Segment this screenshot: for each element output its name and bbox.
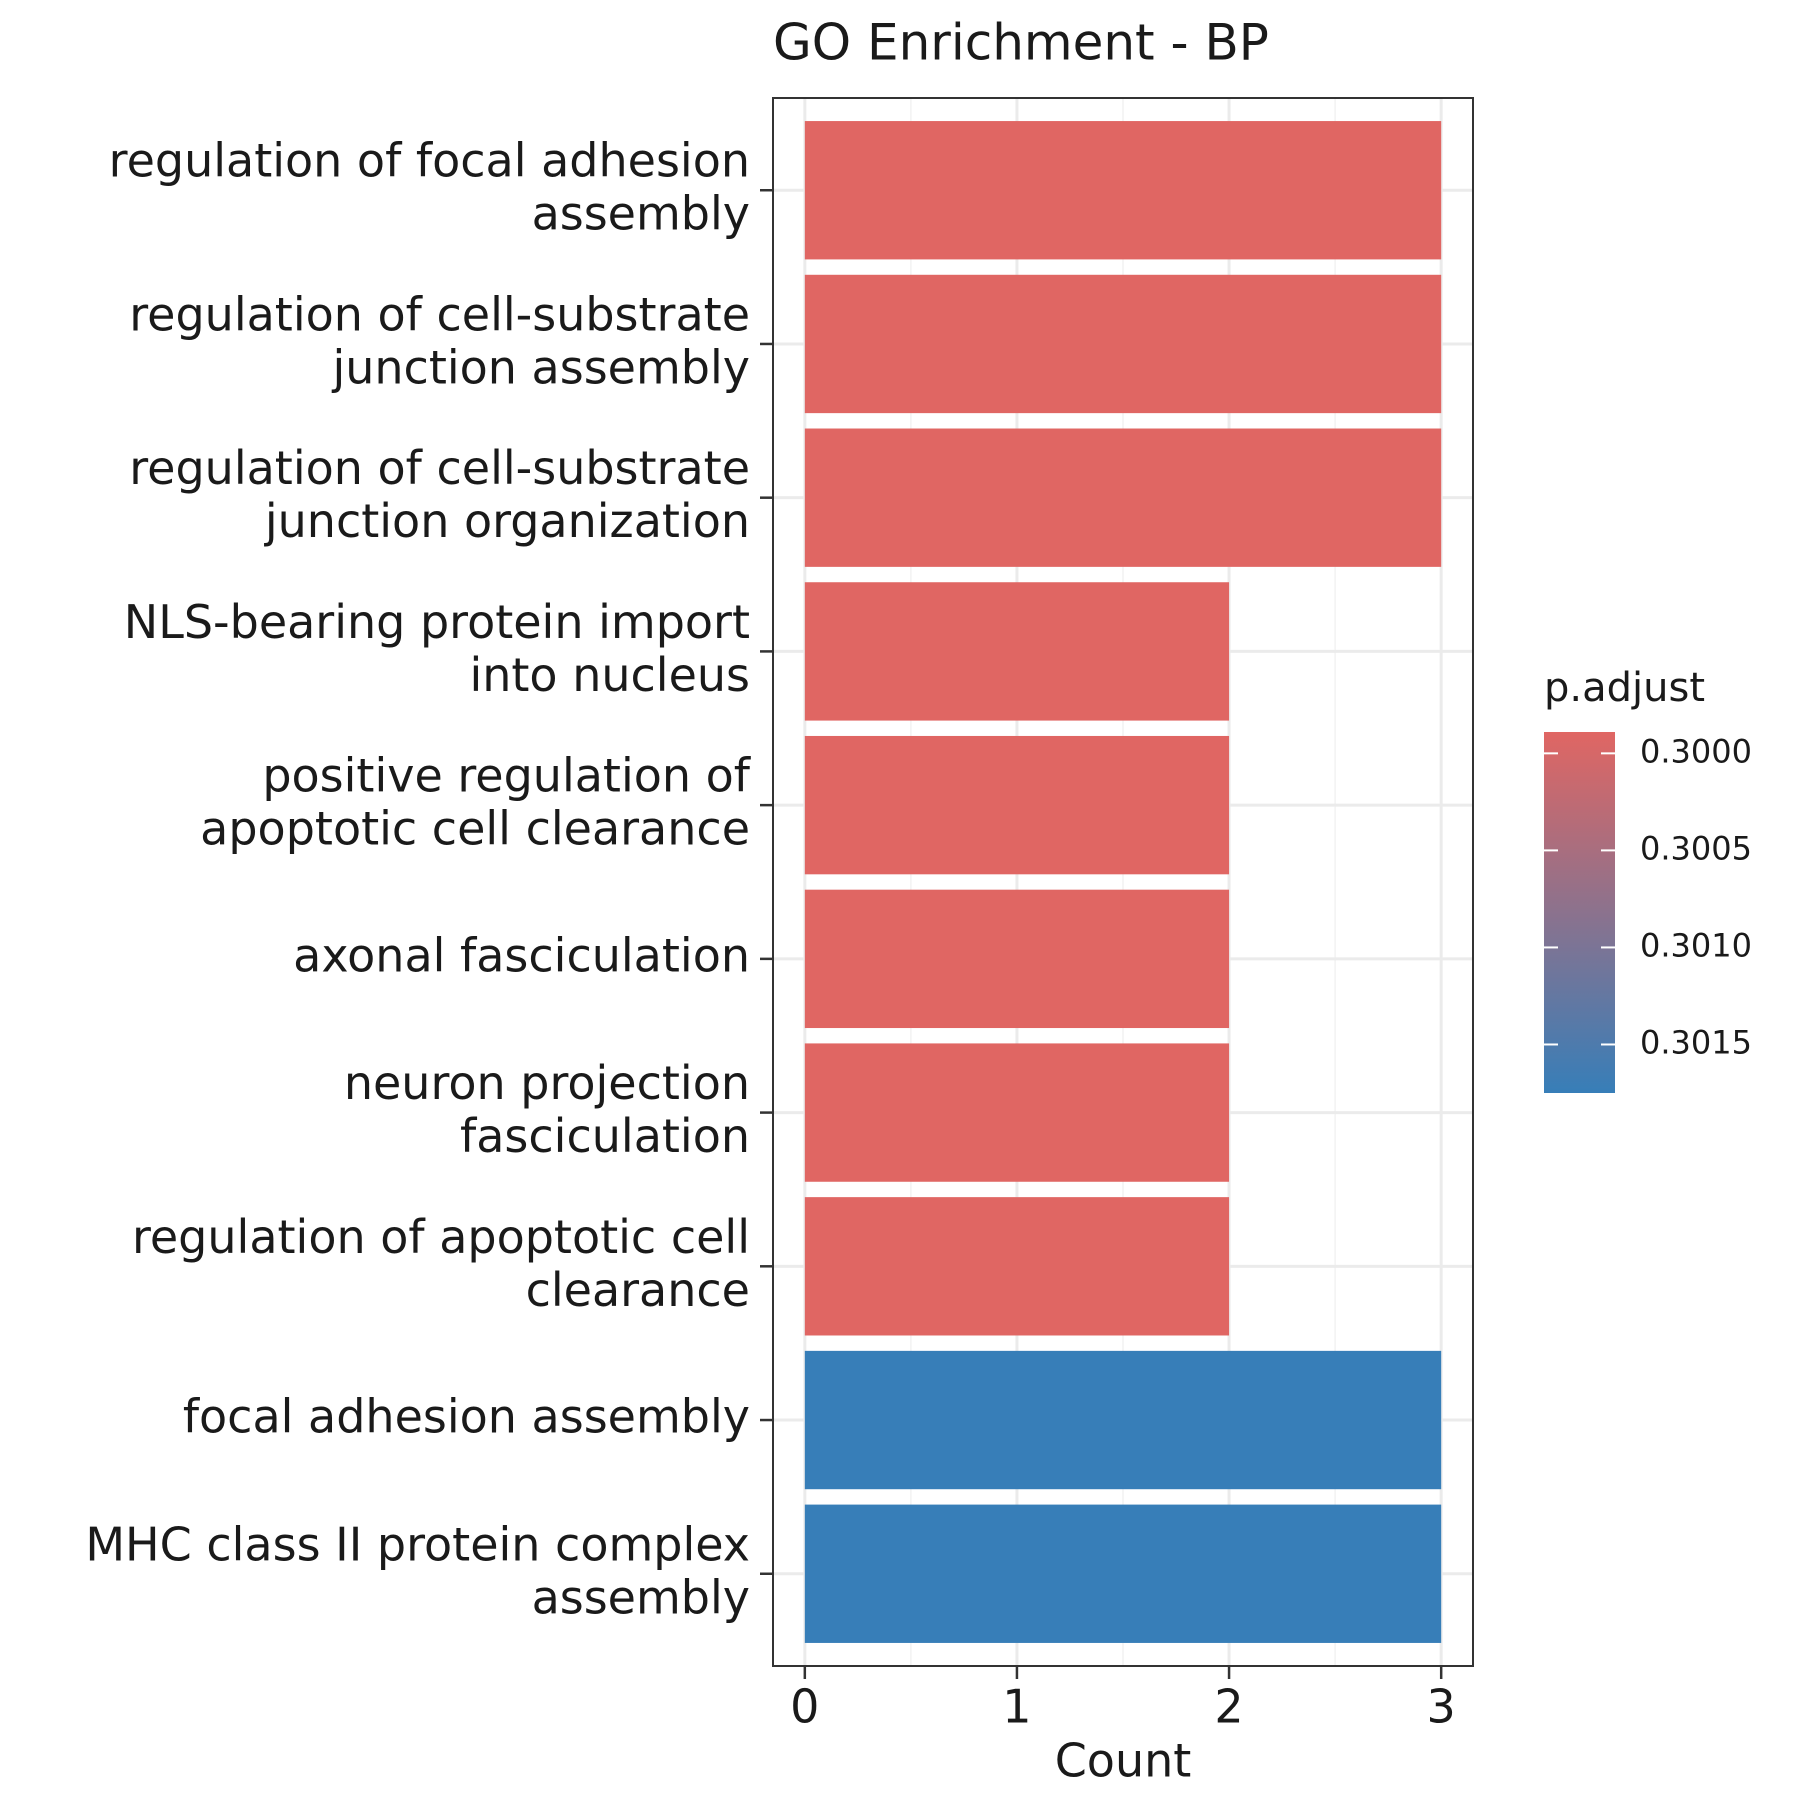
y-tick-label: positive regulation of apoptotic cell cle…: [200, 748, 752, 855]
y-tick-label: NLS-bearing protein import into nucleus: [124, 594, 750, 701]
bar: [804, 1197, 1230, 1336]
y-tick-label: axonal fasciculation: [293, 928, 750, 982]
y-tick-label: neuron projection fasciculation: [344, 1056, 750, 1163]
bar: [804, 121, 1442, 260]
legend-tick-label: 0.3010: [1640, 926, 1752, 964]
chart-title: GO Enrichment - BP: [773, 14, 1269, 72]
y-tick-label: regulation of cell-substrate junction org…: [129, 441, 750, 548]
legend-tick-label: 0.3000: [1640, 732, 1752, 770]
panel-border: [772, 97, 1474, 1667]
bar: [804, 889, 1230, 1029]
x-tick-label: 2: [1214, 1680, 1243, 1734]
x-axis-title: Count: [1055, 1734, 1192, 1788]
colorbar: [1544, 732, 1615, 1093]
x-tick-label: 0: [790, 1680, 819, 1734]
y-tick-label: focal adhesion assembly: [183, 1390, 750, 1444]
x-tick-label: 3: [1427, 1680, 1456, 1734]
bar: [804, 1504, 1442, 1643]
legend-tick-label: 0.3015: [1640, 1023, 1752, 1061]
bar: [804, 1043, 1230, 1182]
x-tick-label: 1: [1002, 1680, 1031, 1734]
legend-tick-label: 0.3005: [1640, 829, 1752, 867]
y-tick-label: MHC class II protein complex assembly: [85, 1517, 750, 1624]
y-tick-label: regulation of focal adhesion assembly: [109, 133, 750, 240]
bar: [804, 428, 1442, 567]
bar: [804, 582, 1230, 721]
y-tick-label: regulation of cell-substrate junction ass…: [129, 287, 750, 394]
legend-title: p.adjust: [1544, 665, 1705, 711]
bar: [804, 274, 1442, 414]
bar: [804, 735, 1230, 875]
y-tick-label: regulation of apoptotic cell clearance: [132, 1209, 750, 1316]
bar: [804, 1350, 1442, 1490]
